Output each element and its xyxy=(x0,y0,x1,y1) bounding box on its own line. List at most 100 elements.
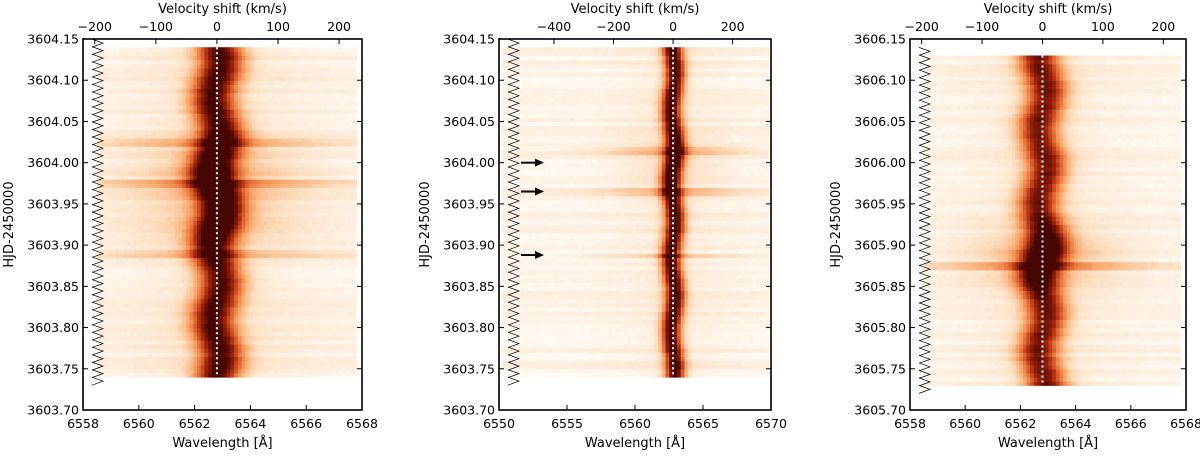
heatmap-cell xyxy=(145,344,150,349)
heatmap-cell xyxy=(304,269,309,275)
heatmap-cell xyxy=(345,158,350,164)
heatmap-cell xyxy=(204,203,209,209)
heatmap-cell xyxy=(260,137,265,143)
heatmap-cell xyxy=(234,179,239,184)
heatmap-cell xyxy=(219,170,224,176)
heatmap-cell xyxy=(278,195,283,201)
heatmap-cell xyxy=(323,187,328,193)
heatmap-cell xyxy=(182,175,187,180)
heatmap-cell xyxy=(215,257,220,263)
heatmap-cell xyxy=(248,282,254,287)
heatmap-cell xyxy=(315,154,320,160)
heatmap-cell xyxy=(245,232,250,238)
heatmap-cell xyxy=(185,146,191,151)
heatmap-cell xyxy=(126,228,131,234)
heatmap-cell xyxy=(167,261,172,267)
heatmap-cell xyxy=(248,356,254,362)
heatmap-cell xyxy=(197,282,202,287)
heatmap-cell xyxy=(252,146,257,151)
heatmap-cell xyxy=(256,360,261,366)
heatmap-cell xyxy=(289,364,295,370)
heatmap-cell xyxy=(130,104,135,110)
heatmap-cell xyxy=(349,298,354,304)
heatmap-cell xyxy=(226,228,231,234)
heatmap-cell xyxy=(134,88,139,94)
heatmap-cell xyxy=(234,273,239,279)
heatmap-cell xyxy=(293,109,298,114)
heatmap-cell xyxy=(274,158,280,164)
heatmap-cell xyxy=(197,253,202,259)
heatmap-cell xyxy=(267,356,272,362)
heatmap-cell xyxy=(289,261,295,267)
heatmap-cell xyxy=(289,311,295,316)
heatmap-cell xyxy=(260,257,265,263)
heatmap-cell xyxy=(189,96,194,102)
heatmap-cell xyxy=(200,179,206,184)
heatmap-cell xyxy=(163,356,168,362)
heatmap-cell xyxy=(245,195,250,201)
heatmap-cell xyxy=(293,142,298,147)
heatmap-cell xyxy=(134,364,139,370)
heatmap-cell xyxy=(315,150,320,156)
heatmap-cell xyxy=(326,298,332,304)
heatmap-cell xyxy=(352,117,358,123)
heatmap-cell xyxy=(111,372,117,378)
heatmap-cell xyxy=(193,216,198,221)
heatmap-cell xyxy=(230,224,235,230)
heatmap-cell xyxy=(104,261,109,267)
heatmap-cell xyxy=(263,228,269,234)
heatmap-cell xyxy=(104,191,109,197)
heatmap-cell xyxy=(222,170,228,176)
heatmap-cell xyxy=(315,100,320,106)
heatmap-cell xyxy=(185,154,191,160)
heatmap-cell xyxy=(326,327,332,333)
heatmap-cell xyxy=(130,203,135,209)
heatmap-cell xyxy=(256,257,261,263)
heatmap-cell xyxy=(200,257,206,263)
heatmap-cell xyxy=(234,216,239,221)
heatmap-cell xyxy=(267,286,272,292)
heatmap-cell xyxy=(330,364,335,370)
heatmap-cell xyxy=(245,335,250,341)
heatmap-cell xyxy=(315,273,320,279)
heatmap-cell xyxy=(171,80,176,85)
heatmap-cell xyxy=(200,125,206,131)
heatmap-cell xyxy=(315,335,320,341)
heatmap-cell xyxy=(222,331,228,337)
heatmap-cell xyxy=(211,137,217,143)
heatmap-cell xyxy=(274,224,280,230)
heatmap-cell xyxy=(349,294,354,300)
heatmap-cell xyxy=(326,240,332,246)
heatmap-cell xyxy=(148,356,154,362)
heatmap-cell xyxy=(334,245,339,250)
heatmap-cell xyxy=(230,220,235,226)
heatmap-cell xyxy=(108,216,113,221)
heatmap-cell xyxy=(215,327,220,333)
heatmap-cell xyxy=(148,294,154,300)
heatmap-cell xyxy=(171,113,176,118)
heatmap-cell xyxy=(304,364,309,370)
heatmap-cell xyxy=(256,224,261,230)
heatmap-cell xyxy=(137,344,143,349)
heatmap-cell xyxy=(122,220,128,226)
heatmap-cell xyxy=(108,265,113,271)
heatmap-cell xyxy=(134,232,139,238)
heatmap-cell xyxy=(108,183,113,188)
heatmap-cell xyxy=(130,125,135,131)
heatmap-cell xyxy=(152,199,157,205)
heatmap-cell xyxy=(141,125,146,131)
heatmap-cell xyxy=(174,137,180,143)
heatmap-cell xyxy=(152,146,157,151)
heatmap-cell xyxy=(237,282,243,287)
heatmap-cell xyxy=(185,253,191,259)
heatmap-cell xyxy=(319,187,324,193)
heatmap-cell xyxy=(134,224,139,230)
heatmap-cell xyxy=(111,208,117,213)
heatmap-cell xyxy=(241,187,246,193)
heatmap-cell xyxy=(330,121,335,127)
heatmap-cell xyxy=(145,323,150,329)
heatmap-cell xyxy=(122,236,128,242)
heatmap-cell xyxy=(197,137,202,143)
heatmap-cell xyxy=(293,257,298,263)
heatmap-cell xyxy=(234,344,239,349)
